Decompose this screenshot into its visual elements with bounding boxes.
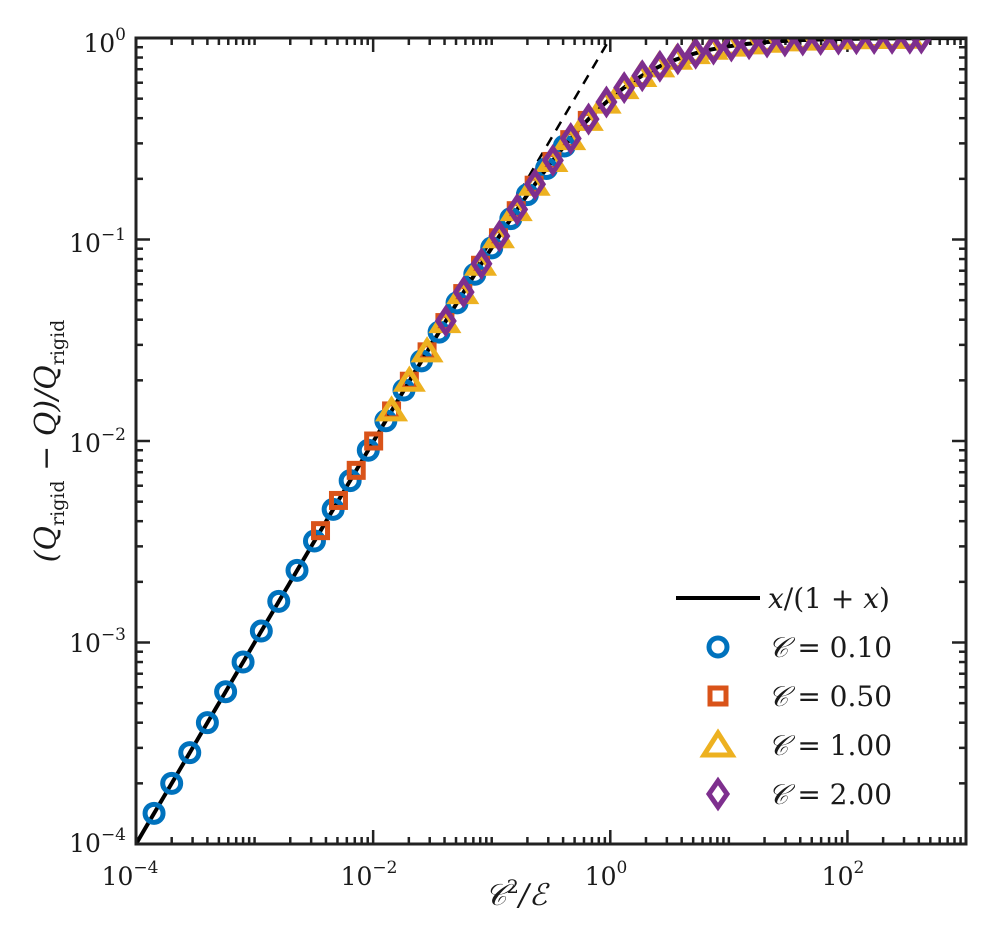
x-tick-label-1: 10−4 — [102, 858, 159, 891]
data-point-triangle — [392, 365, 426, 392]
data-point-circle — [231, 650, 255, 674]
data-point-circle — [160, 771, 184, 795]
data-point-square — [311, 521, 331, 541]
x-tick-label-4: 102 — [822, 858, 865, 891]
data-point-square — [328, 490, 348, 510]
data-point-diamond — [845, 38, 868, 56]
data-point-circle — [285, 558, 309, 582]
x-axis-label: 𝒞2/ℰ — [485, 876, 550, 913]
data-point-diamond — [738, 38, 761, 61]
legend-label-c010: 𝒞 = 0.10 — [768, 631, 892, 664]
data-point-diamond — [631, 59, 654, 93]
data-point-diamond — [666, 42, 689, 76]
legend-triangle-swatch — [699, 728, 737, 758]
legend-diamond-swatch — [705, 776, 731, 812]
data-point-diamond — [559, 122, 582, 156]
asymptote-line — [136, 38, 612, 844]
y-axis-label: (Qrigid − Q)/Qrigid — [29, 320, 69, 563]
data-point-diamond — [434, 304, 457, 338]
data-point-circle — [195, 711, 219, 735]
data-point-diamond — [541, 143, 564, 177]
legend-label-c050: 𝒞 = 0.50 — [768, 680, 892, 713]
data-point-diamond — [773, 38, 796, 58]
legend: x/(1 + x) 𝒞 = 0.10 𝒞 = 0.50 𝒞 = 1.00 𝒞 =… — [676, 582, 892, 812]
legend-circle-swatch — [706, 635, 730, 659]
y-tick-label-5: 100 — [83, 25, 126, 58]
data-point-circle — [249, 619, 273, 643]
data-point-diamond — [577, 102, 600, 136]
data-point-diamond — [898, 38, 921, 55]
data-point-diamond — [524, 167, 547, 201]
y-tick-label-2: 10−3 — [69, 625, 126, 658]
data-point-diamond — [613, 71, 636, 105]
x-tick-label-2: 10−2 — [341, 858, 398, 891]
data-point-square — [364, 431, 384, 451]
data-point-diamond — [702, 38, 725, 66]
y-tick-label-1: 10−4 — [69, 825, 126, 858]
y-tick-label-4: 10−1 — [69, 225, 126, 258]
data-point-circle — [178, 741, 202, 765]
data-point-diamond — [809, 38, 832, 57]
data-point-circle — [267, 589, 291, 613]
data-point-diamond — [470, 247, 493, 281]
data-point-diamond — [684, 38, 707, 70]
legend-label-c100: 𝒞 = 1.00 — [768, 729, 892, 762]
data-point-diamond — [488, 219, 511, 253]
data-point-diamond — [827, 38, 850, 56]
y-tick-label-3: 10−2 — [69, 425, 126, 458]
data-point-diamond — [595, 85, 618, 119]
data-point-square — [346, 460, 366, 480]
data-point-triangle — [410, 336, 444, 363]
plot-frame — [134, 36, 968, 846]
data-point-circle — [214, 680, 238, 704]
data-point-diamond — [881, 38, 904, 55]
data-point-diamond — [720, 38, 743, 63]
data-point-diamond — [910, 38, 933, 55]
data-point-triangle — [375, 395, 409, 422]
legend-label-c200: 𝒞 = 2.00 — [768, 778, 892, 811]
data-point-diamond — [791, 38, 814, 57]
data-point-diamond — [506, 192, 529, 226]
data-point-diamond — [648, 49, 671, 83]
data-point-diamond — [863, 38, 886, 56]
data-point-circle — [142, 801, 166, 825]
legend-square-swatch — [707, 685, 729, 707]
x-tick-label-3: 100 — [585, 858, 628, 891]
data-point-diamond — [452, 275, 475, 309]
legend-label-fit: x/(1 + x) — [768, 582, 890, 615]
